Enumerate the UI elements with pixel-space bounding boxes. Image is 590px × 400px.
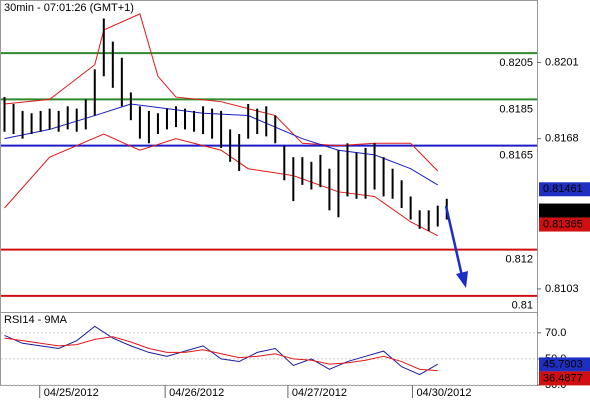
level-label: 0.8165 xyxy=(499,150,533,162)
x-tick-label: 04/27/2012 xyxy=(292,387,347,399)
chart-title: 30min - 07:01:26 (GMT+1) xyxy=(4,2,134,14)
value-marker xyxy=(539,357,590,372)
y-tick-label: 0.8103 xyxy=(545,283,579,295)
y-tick-label: 70.0 xyxy=(545,327,566,339)
level-label: 0.8205 xyxy=(499,57,533,69)
value-marker-label: 0.81365 xyxy=(543,218,583,230)
x-tick-label: 04/26/2012 xyxy=(169,387,224,399)
plot-layer: 0.8205 0.8185 0.8165 0.812 0.81 xyxy=(1,13,537,386)
value-marker xyxy=(539,371,590,386)
rsi-line xyxy=(4,336,438,372)
value-marker-label: 0.81369 xyxy=(543,204,583,216)
rsi-title: RSI14 - 9MA xyxy=(4,314,68,326)
rsi-panel xyxy=(0,312,538,386)
value-marker-label: 0.81461 xyxy=(543,183,583,195)
band-line xyxy=(4,133,438,237)
level-label: 0.8185 xyxy=(499,103,533,115)
rsi-line xyxy=(4,325,438,376)
value-marker xyxy=(539,182,590,197)
value-marker xyxy=(539,203,590,218)
level-label: 0.812 xyxy=(505,254,533,266)
value-marker xyxy=(539,217,590,232)
value-marker-label: 45.7903 xyxy=(543,358,583,370)
x-tick-label: 04/30/2012 xyxy=(416,387,471,399)
main-panel xyxy=(0,0,538,313)
level-label: 0.81 xyxy=(512,300,533,312)
y-tick-label: 0.8201 xyxy=(545,56,579,68)
x-tick-label: 04/25/2012 xyxy=(44,387,99,399)
y-tick-label: 0.8168 xyxy=(545,133,579,145)
arrow-head xyxy=(456,271,468,288)
band-line xyxy=(4,13,439,172)
value-marker-label: 36.4877 xyxy=(543,372,583,384)
arrow xyxy=(444,205,464,277)
